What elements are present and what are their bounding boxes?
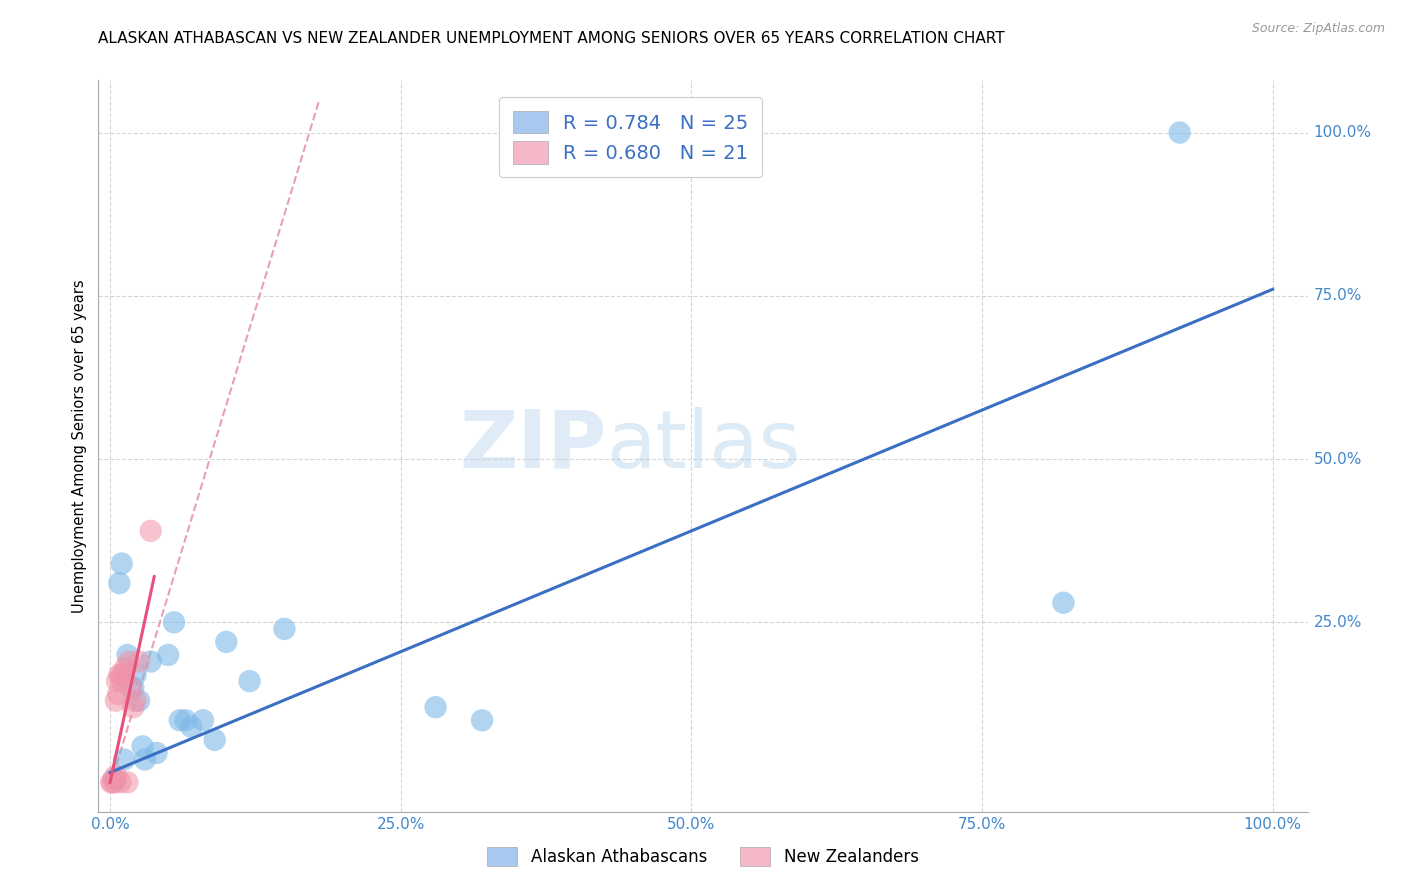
- Point: [124, 667, 146, 681]
- Point: [169, 714, 191, 728]
- Point: [111, 667, 134, 681]
- Point: [112, 667, 135, 681]
- Text: 50.0%: 50.0%: [1313, 451, 1362, 467]
- Point: [425, 700, 447, 714]
- Point: [139, 655, 162, 669]
- Point: [124, 694, 146, 708]
- Point: [117, 648, 139, 662]
- Point: [1168, 126, 1191, 140]
- Point: [111, 557, 134, 571]
- Point: [1052, 596, 1074, 610]
- Point: [134, 752, 156, 766]
- Point: [108, 667, 131, 681]
- Legend: R = 0.784   N = 25, R = 0.680   N = 21: R = 0.784 N = 25, R = 0.680 N = 21: [499, 97, 762, 178]
- Point: [163, 615, 186, 630]
- Point: [100, 775, 122, 789]
- Point: [105, 674, 128, 689]
- Point: [118, 655, 141, 669]
- Point: [122, 681, 145, 695]
- Point: [157, 648, 180, 662]
- Text: ALASKAN ATHABASCAN VS NEW ZEALANDER UNEMPLOYMENT AMONG SENIORS OVER 65 YEARS COR: ALASKAN ATHABASCAN VS NEW ZEALANDER UNEM…: [98, 31, 1005, 46]
- Point: [108, 576, 131, 591]
- Point: [111, 674, 134, 689]
- Point: [117, 775, 139, 789]
- Point: [112, 752, 135, 766]
- Text: 25.0%: 25.0%: [377, 817, 425, 832]
- Point: [110, 775, 132, 789]
- Point: [215, 635, 238, 649]
- Point: [128, 655, 150, 669]
- Point: [180, 720, 202, 734]
- Point: [174, 714, 197, 728]
- Point: [471, 714, 494, 728]
- Point: [107, 687, 129, 701]
- Text: 75.0%: 75.0%: [957, 817, 1007, 832]
- Text: ZIP: ZIP: [458, 407, 606, 485]
- Point: [104, 769, 127, 783]
- Point: [204, 732, 226, 747]
- Legend: Alaskan Athabascans, New Zealanders: Alaskan Athabascans, New Zealanders: [479, 838, 927, 875]
- Point: [104, 772, 127, 786]
- Point: [122, 700, 145, 714]
- Text: 0.0%: 0.0%: [90, 817, 129, 832]
- Point: [139, 524, 162, 538]
- Point: [104, 775, 127, 789]
- Point: [273, 622, 295, 636]
- Point: [114, 661, 136, 675]
- Point: [131, 739, 153, 754]
- Point: [191, 714, 214, 728]
- Text: 100.0%: 100.0%: [1244, 817, 1302, 832]
- Text: 25.0%: 25.0%: [1313, 615, 1362, 630]
- Text: 50.0%: 50.0%: [668, 817, 716, 832]
- Point: [145, 746, 167, 760]
- Point: [103, 772, 125, 786]
- Text: 75.0%: 75.0%: [1313, 288, 1362, 303]
- Text: Source: ZipAtlas.com: Source: ZipAtlas.com: [1251, 22, 1385, 36]
- Point: [104, 694, 127, 708]
- Text: 100.0%: 100.0%: [1313, 125, 1371, 140]
- Text: atlas: atlas: [606, 407, 800, 485]
- Point: [120, 681, 142, 695]
- Point: [101, 775, 124, 789]
- Y-axis label: Unemployment Among Seniors over 65 years: Unemployment Among Seniors over 65 years: [72, 279, 87, 613]
- Point: [239, 674, 262, 689]
- Point: [128, 694, 150, 708]
